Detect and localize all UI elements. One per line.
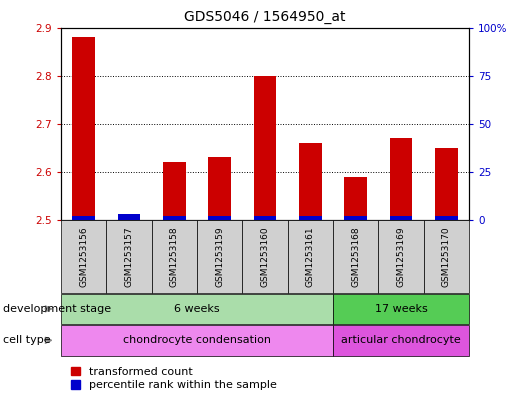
Bar [333,325,469,356]
Bar [61,220,107,293]
Bar [163,162,186,220]
Bar [208,158,231,220]
Bar [208,216,231,220]
Bar [254,216,276,220]
Bar [378,220,423,293]
Bar [72,37,95,220]
Bar [390,216,412,220]
Bar [344,177,367,220]
Bar [435,148,458,220]
Bar [118,218,140,220]
Text: chondrocyte condensation: chondrocyte condensation [123,335,271,345]
Bar [72,216,95,220]
Bar [254,75,276,220]
Bar [107,220,152,293]
Text: articular chondrocyte: articular chondrocyte [341,335,461,345]
Bar [299,216,322,220]
Text: GSM1253159: GSM1253159 [215,226,224,287]
Text: development stage: development stage [3,304,111,314]
Bar [152,220,197,293]
Title: GDS5046 / 1564950_at: GDS5046 / 1564950_at [184,10,346,24]
Bar [242,220,288,293]
Text: GSM1253170: GSM1253170 [442,226,451,287]
Text: GSM1253158: GSM1253158 [170,226,179,287]
Text: cell type: cell type [3,335,50,345]
Text: 17 weeks: 17 weeks [375,304,427,314]
Text: 6 weeks: 6 weeks [174,304,220,314]
Bar [423,220,469,293]
Text: GSM1253161: GSM1253161 [306,226,315,287]
Bar [333,220,378,293]
Text: GSM1253169: GSM1253169 [396,226,405,287]
Bar [288,220,333,293]
Bar [163,216,186,220]
Bar [390,138,412,220]
Bar [61,294,333,324]
Bar [118,214,140,220]
Text: GSM1253168: GSM1253168 [351,226,360,287]
Bar [299,143,322,220]
Bar [435,216,458,220]
Bar [61,325,333,356]
Text: GSM1253157: GSM1253157 [125,226,134,287]
Bar [333,294,469,324]
Legend: transformed count, percentile rank within the sample: transformed count, percentile rank withi… [66,362,281,393]
Bar [344,216,367,220]
Bar [197,220,242,293]
Text: GSM1253156: GSM1253156 [79,226,88,287]
Text: GSM1253160: GSM1253160 [261,226,269,287]
